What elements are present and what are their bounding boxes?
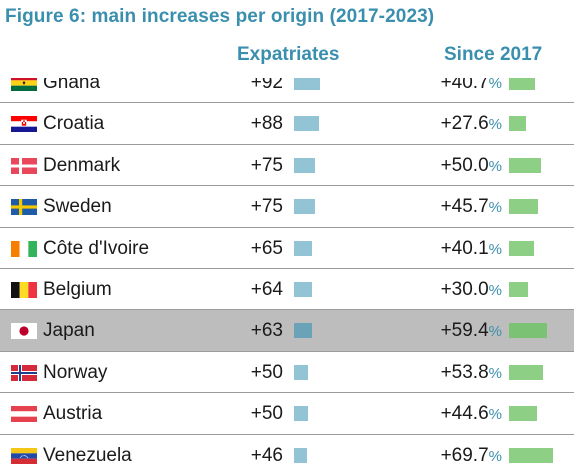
since-2017-number: +44.6 (440, 403, 489, 425)
percent-symbol: % (488, 78, 502, 92)
figure-title: Figure 6: main increases per origin (201… (5, 6, 435, 27)
since-2017-number: +59.4 (440, 320, 489, 342)
table-row[interactable]: Denmark +75 +50.0% (0, 145, 574, 187)
country-name: Sweden (43, 196, 112, 218)
table-row[interactable]: Côte d'Ivoire +65 +40.1% (0, 228, 574, 269)
expatriates-value: +65 (250, 237, 283, 259)
country-name: Denmark (43, 154, 121, 176)
expatriates-value: +50 (250, 361, 283, 383)
since-2017-bar (509, 199, 538, 215)
since-2017-bar (509, 323, 547, 339)
since-2017-number: +45.7 (440, 196, 489, 218)
percent-symbol: % (488, 323, 502, 341)
country-name: Belgium (43, 278, 112, 300)
expatriates-bar (294, 157, 316, 173)
since-2017-bar (509, 157, 541, 173)
percent-symbol: % (488, 240, 502, 258)
country-name: Venezuela (43, 444, 132, 466)
column-header-expatriates: Expatriates (237, 44, 340, 65)
table-row[interactable]: Croatia +88 +27.6% (0, 103, 574, 145)
percent-symbol: % (488, 116, 502, 134)
norway-flag-icon (11, 364, 37, 381)
expatriates-value: +63 (250, 320, 283, 342)
since-2017-bar (509, 240, 535, 256)
percent-symbol: % (488, 406, 502, 424)
table-row[interactable]: Sweden +75 +45.7% (0, 186, 574, 228)
since-2017-bar (509, 447, 553, 463)
percent-symbol: % (488, 364, 502, 382)
since-2017-value: +53.8% (441, 362, 502, 384)
country-name: Japan (43, 320, 95, 342)
expatriates-value: +88 (250, 113, 283, 135)
since-2017-bar (509, 116, 527, 132)
since-2017-number: +30.0 (440, 278, 489, 300)
expatriates-bar (294, 116, 319, 132)
expatriates-bar (294, 281, 313, 297)
since-2017-number: +40.1 (440, 237, 489, 259)
expatriates-bar (294, 447, 307, 463)
percent-symbol: % (488, 447, 502, 465)
since-2017-number: +40.7 (440, 78, 489, 93)
since-2017-value: +45.7% (441, 196, 502, 218)
denmark-flag-icon (11, 157, 37, 174)
expatriates-value: +75 (250, 154, 283, 176)
country-name: Austria (43, 403, 103, 425)
since-2017-bar (509, 406, 538, 422)
expatriates-bar (294, 78, 320, 90)
expatriates-value: +75 (250, 196, 283, 218)
sweden-flag-icon (11, 199, 37, 216)
austria-flag-icon (11, 406, 37, 423)
since-2017-value: +69.7% (441, 445, 502, 467)
table-row[interactable]: Belgium +64 +30.0% (0, 269, 574, 311)
country-name: Norway (43, 361, 108, 383)
table-row[interactable]: Austria +50 +44.6% (0, 393, 574, 435)
belgium-flag-icon (11, 281, 37, 298)
country-name: Ghana (43, 78, 101, 93)
percent-symbol: % (488, 199, 502, 217)
expatriates-bar (294, 323, 312, 339)
since-2017-number: +50.0 (440, 154, 489, 176)
percent-symbol: % (488, 157, 502, 175)
since-2017-value: +27.6% (441, 113, 502, 135)
since-2017-value: +59.4% (441, 320, 502, 342)
since-2017-bar (509, 78, 535, 90)
expatriates-value: +92 (250, 78, 283, 93)
since-2017-number: +53.8 (440, 361, 489, 383)
expatriates-bar (294, 199, 316, 215)
since-2017-value: +40.7% (441, 78, 502, 94)
since-2017-value: +44.6% (441, 403, 502, 425)
expatriates-value: +50 (250, 403, 283, 425)
since-2017-value: +30.0% (441, 279, 502, 301)
table-row[interactable]: Norway +50 +53.8% (0, 352, 574, 394)
table-body: Ghana +92 +40.7% Croatia +88 +27.6% Denmark +75… (0, 78, 574, 475)
since-2017-value: +40.1% (441, 238, 502, 260)
ghana-flag-icon (11, 78, 37, 91)
table-row[interactable]: Ghana +92 +40.7% (0, 78, 574, 104)
country-name: Côte d'Ivoire (43, 237, 150, 259)
japan-flag-icon (11, 323, 37, 340)
croatia-flag-icon (11, 116, 37, 133)
expatriates-bar (294, 364, 309, 380)
venezuela-flag-icon (11, 447, 37, 464)
cote-divoire-flag-icon (11, 240, 37, 257)
table-row[interactable]: Venezuela +46 +69.7% (0, 435, 574, 475)
expatriates-bar (294, 406, 309, 422)
since-2017-bar (509, 364, 543, 380)
country-name: Croatia (43, 113, 105, 135)
expatriates-value: +46 (250, 444, 283, 466)
expatriates-bar (294, 240, 313, 256)
increases-table[interactable]: Ghana +92 +40.7% Croatia +88 +27.6% Denmark +75… (0, 78, 574, 475)
expatriates-value: +64 (250, 278, 283, 300)
since-2017-bar (509, 281, 528, 297)
column-header-since-2017: Since 2017 (444, 44, 543, 65)
table-row[interactable]: Japan +63 +59.4% (0, 310, 574, 352)
percent-symbol: % (488, 281, 502, 299)
since-2017-number: +69.7 (440, 444, 489, 466)
since-2017-value: +50.0% (441, 155, 502, 177)
since-2017-number: +27.6 (440, 113, 489, 135)
